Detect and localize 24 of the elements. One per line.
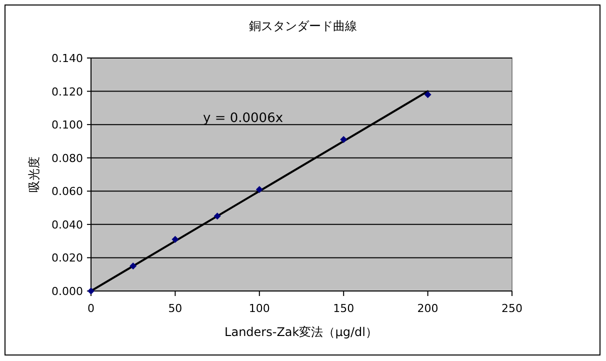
x-axis-title: Landers-Zak変法（μg/dl） [224, 325, 378, 339]
y-tick-label: 0.140 [52, 52, 83, 65]
annotation: y = 0.0006x [203, 111, 284, 126]
y-tick-label: 0.060 [52, 185, 83, 198]
y-tick-label: 0.040 [52, 218, 83, 232]
point [214, 212, 221, 220]
y-axis-title: 吸光度 [27, 156, 41, 192]
x-tick-label: 0 [88, 302, 94, 315]
x-tick-label: 50 [168, 302, 182, 315]
point [130, 262, 137, 270]
x-tick-label: 250 [502, 302, 522, 315]
point [424, 91, 432, 98]
x-tick-label: 200 [417, 302, 438, 315]
y-tick-label: 0.000 [52, 285, 83, 298]
x-tick-label: 150 [333, 302, 354, 315]
y-tick-label: 0.120 [52, 85, 83, 98]
y-tick-label: 0.100 [52, 118, 83, 132]
chart-title: 銅スタンダード曲線 [249, 19, 357, 33]
y-tick-label: 0.080 [52, 152, 83, 165]
x-tick-label: 100 [248, 302, 270, 315]
point [172, 236, 179, 243]
y-tick-label: 0.020 [52, 252, 83, 265]
point [340, 136, 348, 144]
point [256, 186, 263, 193]
